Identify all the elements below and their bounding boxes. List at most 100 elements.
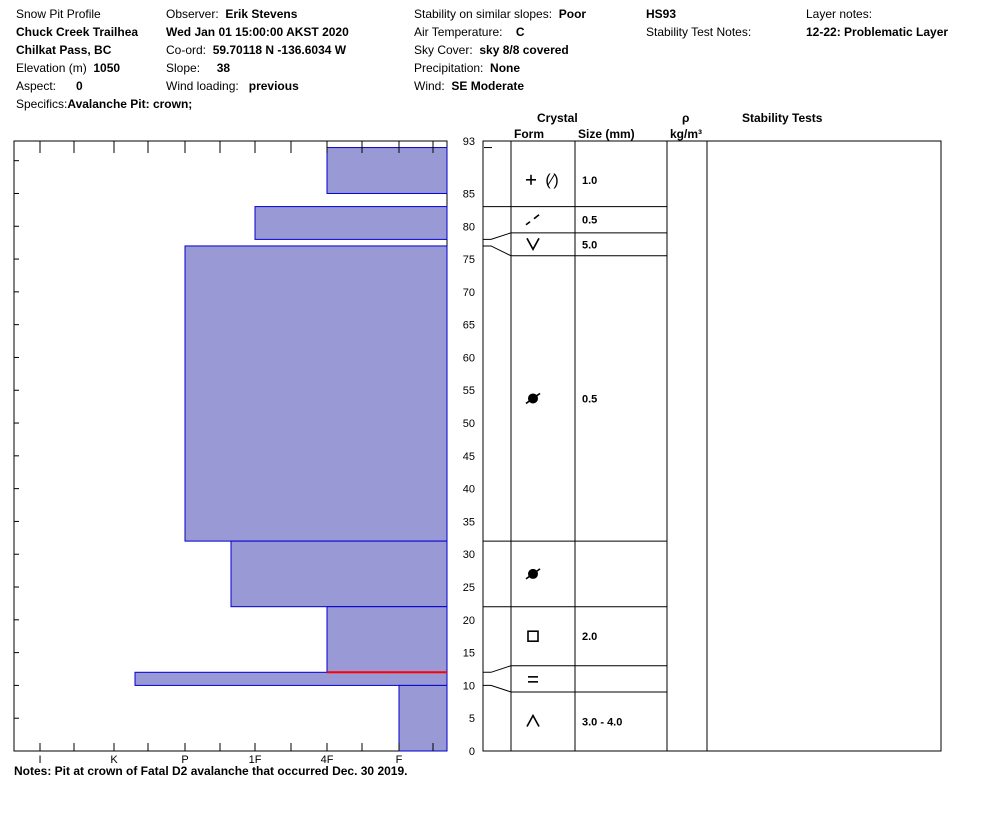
layer-notes-label: Layer notes: [806, 7, 873, 21]
precipitation-particles-icon: (⁄) [526, 172, 559, 189]
observer-value: Erik Stevens [225, 7, 298, 21]
icon-stroke [527, 630, 539, 643]
hardness-layer-bar [184, 245, 448, 542]
specifics-value: Avalanche Pit: crown; [67, 97, 193, 111]
precipitation-value: None [490, 61, 521, 75]
height-tick-label: 75 [463, 254, 475, 266]
height-tick-label: 70 [463, 287, 475, 299]
layer-connector-line [483, 684, 512, 693]
stability-label: Stability on similar slopes: [414, 7, 553, 21]
wind-field: Wind: SE Moderate [414, 79, 524, 93]
icon-stroke [525, 392, 541, 405]
air-temp-field: Air Temperature: C [414, 25, 525, 39]
precipitation-field: Precipitation: None [414, 61, 520, 75]
precipitation-label: Precipitation: [414, 61, 484, 75]
stability-value: Poor [558, 7, 587, 21]
height-tick-label: 0 [469, 746, 475, 758]
hardness-layer-bar [326, 606, 448, 673]
icon-stroke [526, 237, 540, 251]
height-tick-label: 35 [463, 516, 475, 528]
hardness-tick-label: P [181, 754, 188, 766]
stability-field: Stability on similar slopes: Poor [414, 7, 586, 21]
layer-notes-value: 12-22: Problematic Layer [806, 25, 949, 39]
aspect-label: Aspect: [16, 79, 57, 93]
height-tick-label: 25 [463, 582, 475, 594]
height-tick-label: 80 [463, 221, 475, 233]
crystal-table-frame [482, 140, 942, 752]
coord-label: Co-ord: [166, 43, 207, 57]
crystal-size-label: 2.0 [582, 631, 597, 643]
hardness-tick-label: I [38, 754, 41, 766]
layer-connector-line [483, 665, 512, 673]
height-tick-label: 10 [463, 680, 475, 692]
hardness-tick-label: K [110, 754, 118, 766]
wind-value: SE Moderate [451, 79, 525, 93]
depth-hoar-icon [526, 237, 540, 251]
density-symbol: ρ [682, 111, 690, 125]
slope-label: Slope: [166, 61, 201, 75]
wind-label: Wind: [414, 79, 445, 93]
wind-loading-field: Wind loading: previous [166, 79, 299, 93]
icon-stroke [525, 568, 541, 580]
crystal-size-label: 5.0 [582, 239, 597, 251]
stability-test-notes-label: Stability Test Notes: [646, 25, 752, 39]
crystal-size-label: 3.0 - 4.0 [582, 716, 622, 728]
observer-label: Observer: [166, 7, 219, 21]
ice-formation-icon [528, 676, 538, 683]
sky-cover-label: Sky Cover: [414, 43, 473, 57]
density-unit-header: kg/m³ [670, 127, 703, 141]
hardness-layer-bar [254, 206, 448, 240]
location-name: Chuck Creek Trailhea [16, 25, 139, 39]
region-name: Chilkat Pass, BC [16, 43, 112, 57]
elevation-value: 1050 [93, 61, 121, 75]
height-tick-label: 93 [463, 136, 475, 148]
crystal-header: Crystal [537, 111, 578, 125]
observation-datetime: Wed Jan 01 15:00:00 AKST 2020 [166, 25, 349, 39]
hardness-layer-bar [134, 671, 448, 686]
slope-field: Slope: 38 [166, 61, 230, 75]
wind-loading-value: previous [248, 79, 299, 93]
stability-tests-header: Stability Tests [742, 111, 823, 125]
hardness-tick-label: 4F [321, 754, 334, 766]
specifics-label: Specifics: [16, 97, 68, 111]
height-tick-label: 30 [463, 549, 475, 561]
form-header: Form [514, 127, 544, 141]
layer-connector-line [483, 232, 512, 240]
height-tick-label: 55 [463, 385, 475, 397]
page-title: Snow Pit Profile [16, 7, 101, 21]
specifics-field: Specifics:Avalanche Pit: crown; [16, 97, 192, 111]
height-tick-label: 5 [469, 713, 475, 725]
sky-cover-field: Sky Cover: sky 8/8 covered [414, 43, 569, 57]
icon-stroke [526, 713, 540, 727]
pit-notes: Notes: Pit at crown of Fatal D2 avalanch… [14, 764, 408, 778]
height-tick-label: 20 [463, 615, 475, 627]
slope-value: 38 [216, 61, 231, 75]
hardness-layer-bar [230, 540, 448, 608]
hardness-tick-label: F [396, 754, 403, 766]
height-tick-label: 85 [463, 188, 475, 200]
height-tick-label: 65 [463, 320, 475, 332]
height-tick-label: 60 [463, 352, 475, 364]
hardness-layer-bar [398, 684, 448, 752]
sky-cover-value: sky 8/8 covered [479, 43, 569, 57]
rounded-grains-icon [525, 568, 541, 580]
coord-value: 59.70118 N -136.6034 W [212, 43, 347, 57]
observer-field: Observer: Erik Stevens [166, 7, 297, 21]
icon-glyph: (⁄) [545, 172, 558, 189]
wind-loading-label: Wind loading: [166, 79, 239, 93]
coord-field: Co-ord: 59.70118 N -136.6034 W [166, 43, 346, 57]
snow-height: HS93 [646, 7, 677, 21]
air-temp-value: C [515, 25, 525, 39]
elevation-field: Elevation (m) 1050 [16, 61, 120, 75]
depth-hoar-icon [526, 713, 540, 727]
elevation-label: Elevation (m) [16, 61, 87, 75]
height-tick-label: 50 [463, 418, 475, 430]
icon-stroke [533, 214, 540, 220]
height-tick-label: 45 [463, 451, 475, 463]
aspect-value: 0 [76, 79, 83, 93]
size-header: Size (mm) [578, 127, 635, 141]
hardness-tick-label: 1F [249, 754, 262, 766]
faceted-crystals-icon [527, 630, 539, 643]
crystal-size-label: 0.5 [582, 393, 597, 405]
